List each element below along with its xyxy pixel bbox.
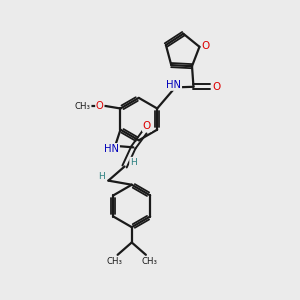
Text: CH₃: CH₃	[75, 102, 91, 111]
Text: H: H	[130, 158, 137, 166]
Text: HN: HN	[104, 144, 119, 154]
Text: HN: HN	[166, 80, 181, 90]
Text: O: O	[143, 121, 151, 131]
Text: H: H	[98, 172, 105, 181]
Text: O: O	[212, 82, 220, 92]
Text: CH₃: CH₃	[141, 257, 158, 266]
Text: CH₃: CH₃	[106, 257, 122, 266]
Text: O: O	[96, 100, 104, 110]
Text: O: O	[202, 40, 210, 51]
